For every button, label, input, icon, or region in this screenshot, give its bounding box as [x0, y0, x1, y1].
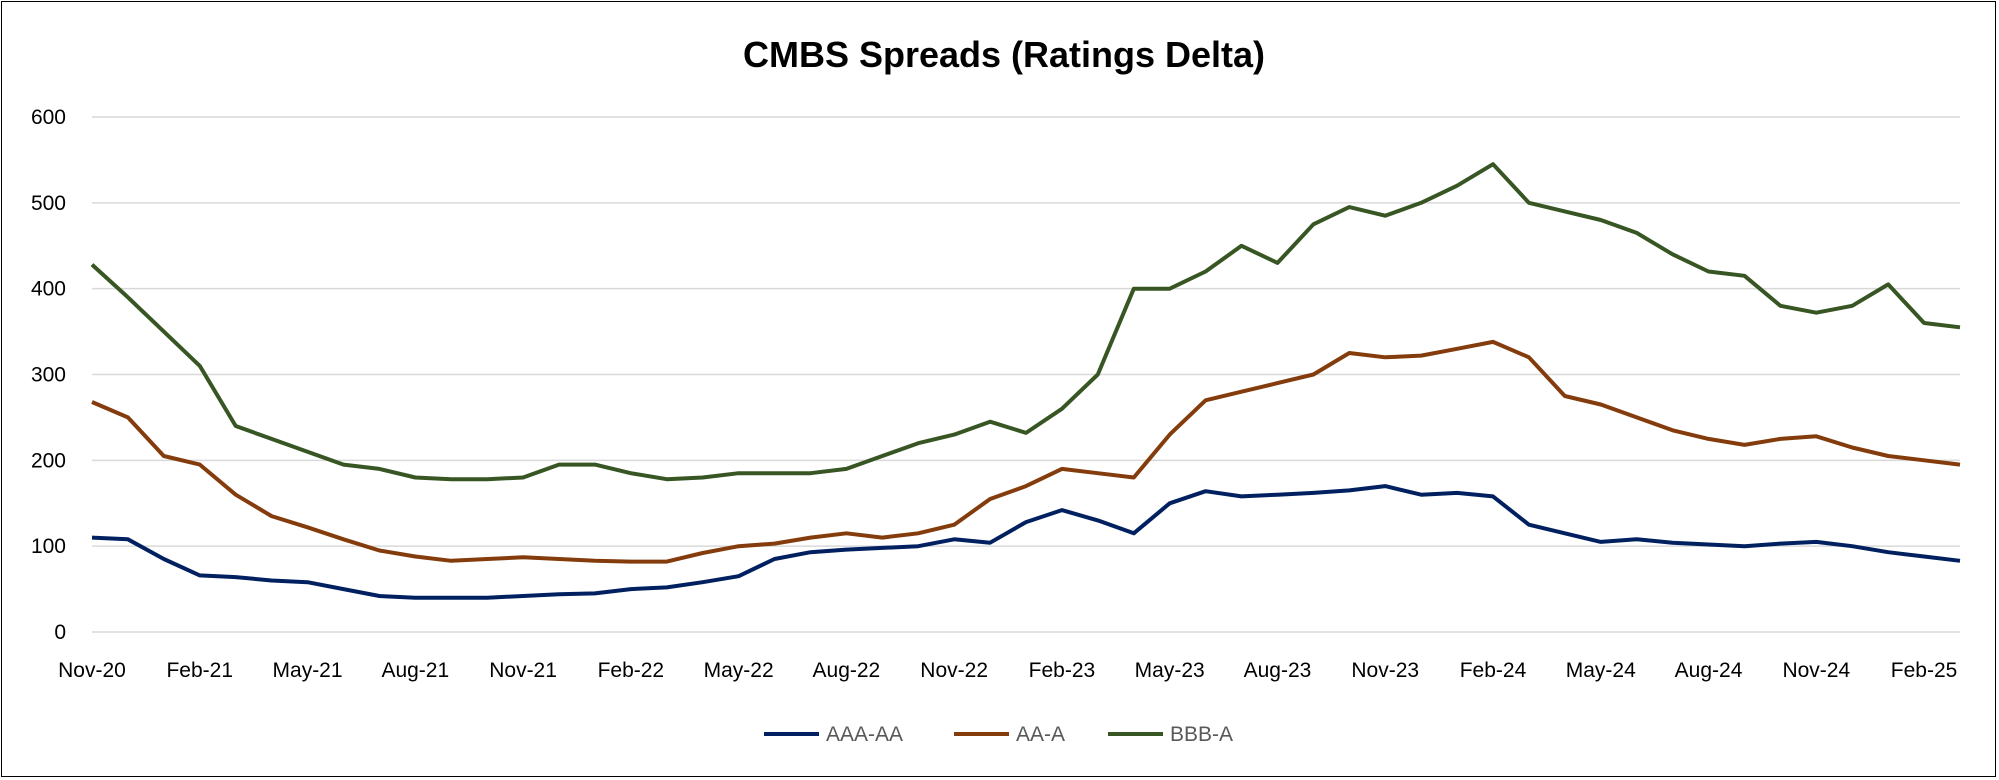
x-tick-label: Aug-23: [1244, 659, 1312, 682]
legend-label: AAA-AA: [826, 723, 903, 746]
x-tick-label: Feb-25: [1891, 659, 1958, 682]
x-tick-label: Nov-22: [920, 659, 988, 682]
y-axis-ticks: 0 100 200 300 400 500 600: [31, 106, 66, 644]
x-tick-label: Aug-24: [1675, 659, 1743, 682]
series-line-bbb-a: [90, 162, 1961, 482]
x-tick-label: May-24: [1566, 659, 1636, 682]
series-lines: [90, 162, 1961, 600]
x-tick-label: Nov-24: [1782, 659, 1850, 682]
y-tick-label: 600: [31, 106, 66, 129]
x-tick-label: May-22: [704, 659, 774, 682]
y-tick-label: 500: [31, 192, 66, 215]
legend-label: BBB-A: [1170, 723, 1233, 746]
x-tick-label: Feb-22: [598, 659, 665, 682]
x-axis-ticks: Nov-20 Feb-21 May-21 Aug-21 Nov-21 Feb-22 May-…: [58, 659, 1957, 682]
series-line-aaa-aa: [91, 484, 1961, 600]
legend-label: AA-A: [1016, 723, 1065, 746]
series-line-aa-a: [91, 339, 1961, 564]
x-tick-label: Aug-22: [813, 659, 881, 682]
x-tick-label: Nov-20: [58, 659, 126, 682]
y-tick-label: 300: [31, 364, 66, 387]
chart-title: CMBS Spreads (Ratings Delta): [743, 34, 1265, 75]
x-tick-label: May-21: [273, 659, 343, 682]
legend: AAA-AA AA-A BBB-A: [764, 723, 1233, 746]
x-tick-label: Nov-23: [1351, 659, 1419, 682]
x-tick-label: May-23: [1135, 659, 1205, 682]
x-tick-label: Feb-24: [1460, 659, 1527, 682]
y-tick-label: 400: [31, 278, 66, 301]
x-tick-label: Aug-21: [381, 659, 449, 682]
x-tick-label: Feb-21: [166, 659, 233, 682]
x-tick-label: Feb-23: [1029, 659, 1096, 682]
gridlines: [92, 116, 1960, 633]
y-tick-label: 200: [31, 449, 66, 472]
y-tick-label: 0: [54, 621, 66, 644]
x-tick-label: Nov-21: [489, 659, 557, 682]
y-tick-label: 100: [31, 535, 66, 558]
